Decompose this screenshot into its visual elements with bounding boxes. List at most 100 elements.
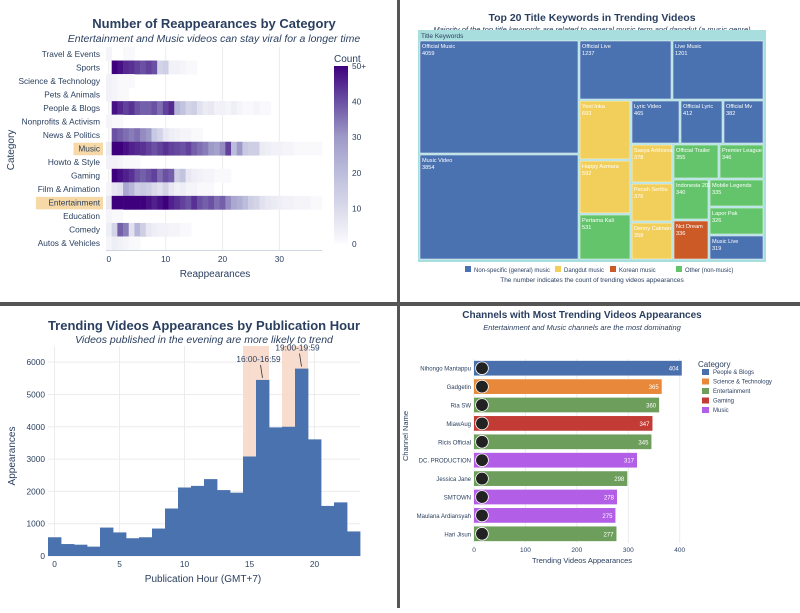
heatmap-category-label: Music — [78, 144, 100, 154]
histogram-bar — [152, 528, 166, 556]
heatmap-cell — [185, 128, 192, 143]
treemap-tile — [631, 222, 673, 260]
channel-value: 298 — [614, 477, 625, 483]
heatmap-cell — [242, 195, 249, 210]
heatmap-subtitle: Entertainment and Music videos can stay … — [68, 33, 361, 45]
heatmap-cell — [145, 195, 152, 210]
heatmap-cell — [134, 222, 141, 237]
heatmap-cell — [270, 195, 277, 210]
treemap-chart: Top 20 Title Keywords in Trending Videos… — [418, 12, 766, 284]
heatmap-category-label: Howto & Style — [48, 157, 100, 167]
heatmap-cell — [202, 195, 209, 210]
heatmap-category-label: Sports — [76, 62, 100, 72]
heatmap-cell — [174, 128, 181, 143]
horizontal-divider — [0, 302, 800, 306]
heatmap-cell — [106, 236, 112, 251]
heatmap-cell — [253, 195, 260, 210]
histogram-title: Trending Videos Appearances by Publicati… — [48, 318, 360, 333]
heatmap-category-label: Entertainment — [48, 198, 100, 208]
heatmap-cell — [174, 101, 181, 115]
heatmap-cell — [140, 168, 147, 183]
heatmap-category-label: Nonprofits & Activism — [22, 116, 100, 126]
treemap-tile-value: 1201 — [675, 51, 687, 57]
heatmap-cell — [168, 128, 175, 143]
channel-value: 347 — [639, 422, 650, 428]
treemap-tile — [631, 183, 673, 222]
heatmap-cell — [145, 128, 152, 143]
treemap-tile-value: 1237 — [582, 51, 594, 57]
heatmap-cell — [123, 236, 130, 251]
treemap-tile-value: 592 — [582, 171, 591, 177]
heatmap-cell — [106, 195, 112, 210]
treemap-tile-label: Official Trailer — [676, 148, 710, 154]
histogram-y-tick: 0 — [40, 551, 45, 561]
treemap-subtitle: Majority of the top title keywords are r… — [433, 25, 751, 34]
heatmap-cell — [111, 128, 118, 143]
heatmap-cell — [128, 222, 135, 237]
treemap-tile-label: Live Music — [675, 44, 702, 50]
heatmap-cell — [128, 128, 135, 143]
heatmap-cell — [111, 222, 118, 237]
heatmap-cell — [140, 128, 147, 143]
channel-name: Jessica Jane — [436, 477, 471, 483]
heatmap-cell — [225, 141, 232, 156]
channel-avatar — [475, 435, 489, 449]
heatmap-cell — [157, 195, 164, 210]
histogram-subtitle: Videos published in the evening are more… — [75, 334, 334, 346]
histogram-bar — [308, 439, 322, 556]
heatmap-cell — [111, 141, 118, 156]
heatmap-cell — [134, 155, 141, 170]
treemap-tile-label: Happy Asmara — [582, 164, 620, 170]
heatmap-cell — [151, 182, 158, 197]
heatmap-cell — [106, 182, 112, 197]
treemap-legend-label: Other (non-music) — [685, 268, 733, 274]
treemap-tile-label: Official Music — [422, 44, 455, 50]
channel-name: Nihongo Mantappu — [420, 367, 471, 373]
histogram-bar — [282, 426, 296, 556]
treemap-tile-value: 465 — [634, 111, 643, 117]
channels-legend-swatch — [702, 407, 709, 413]
heatmap-cell — [128, 60, 135, 75]
heatmap-cell — [111, 101, 118, 115]
heatmap-cell — [123, 47, 130, 61]
channel-value: 277 — [603, 532, 614, 538]
heatmap-cell — [231, 141, 238, 156]
heatmap-cell — [123, 155, 130, 170]
treemap-tile-value: 319 — [712, 246, 721, 252]
heatmap-cell — [151, 101, 158, 115]
channel-name: Ricis Official — [438, 440, 471, 446]
treemap-tile-value: 382 — [726, 111, 735, 117]
heatmap-cell — [117, 74, 124, 88]
histogram-bar — [191, 485, 205, 556]
heatmap-cell — [242, 141, 249, 156]
treemap-tile-value: 335 — [712, 190, 721, 196]
heatmap-cell — [123, 168, 130, 183]
heatmap-category-label: News & Politics — [43, 130, 100, 140]
treemap-tile-label: Pecah Seribu — [634, 187, 668, 193]
channel-bar — [474, 471, 628, 486]
heatmap-cell — [219, 195, 226, 210]
channel-bar — [474, 360, 682, 376]
heatmap-cell — [151, 60, 158, 75]
heatmap-cell — [179, 60, 186, 75]
heatmap-cell — [185, 195, 192, 210]
heatmap-cell — [214, 101, 220, 115]
heatmap-cell — [231, 195, 238, 210]
heatmap-cell — [174, 141, 181, 156]
channel-value: 360 — [646, 404, 657, 410]
heatmap-cell — [168, 195, 175, 210]
heatmap-cell — [157, 101, 164, 115]
histogram-annotation-arrow — [299, 353, 302, 367]
heatmap-cell — [111, 155, 118, 170]
treemap-tile — [673, 144, 719, 179]
heatmap-cell — [117, 114, 124, 129]
treemap-tile — [672, 40, 764, 100]
heatmap-cell — [276, 141, 283, 156]
channel-bar — [474, 434, 652, 450]
heatmap-cell — [134, 101, 141, 115]
heatmap-cell — [293, 195, 300, 210]
heatmap-cell — [162, 195, 169, 210]
heatmap-cell — [111, 236, 118, 251]
heatmap-cell — [253, 101, 260, 115]
histogram-chart: Trending Videos Appearances by Publicati… — [7, 318, 361, 585]
